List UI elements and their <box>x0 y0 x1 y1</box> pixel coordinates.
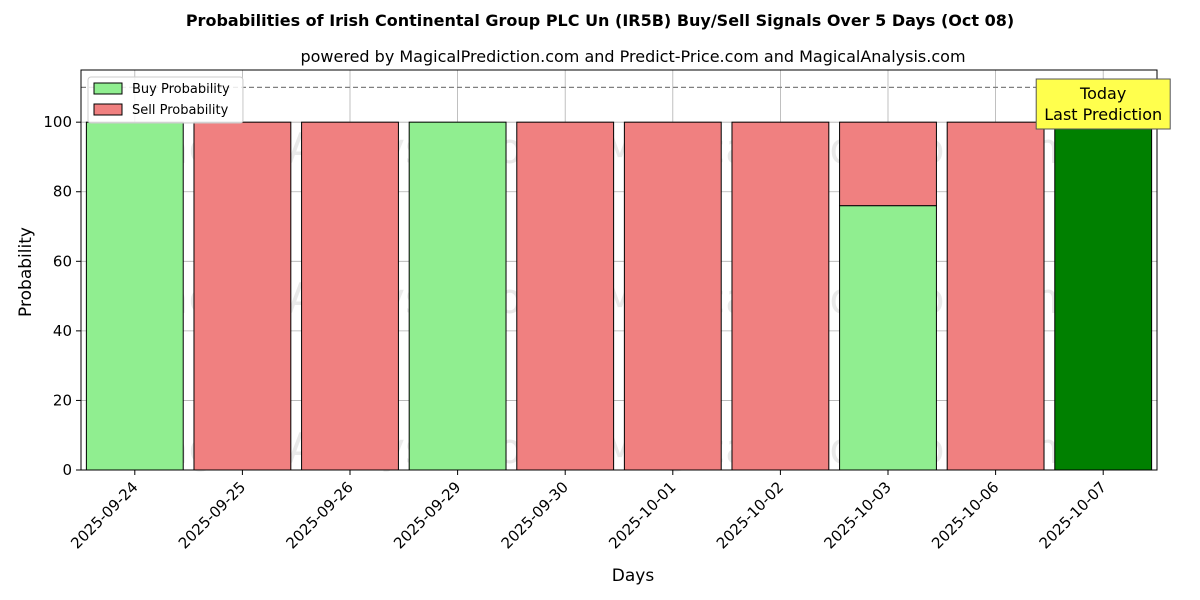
y-tick-label: 40 <box>53 322 72 340</box>
plot-frame <box>80 69 1158 471</box>
annotation-line: Today <box>1079 84 1126 103</box>
bars <box>85 121 1153 471</box>
buy-bar <box>839 205 937 471</box>
sell-bar <box>301 121 399 471</box>
legend-label: Sell Probability <box>132 103 229 118</box>
x-axis-label: Days <box>612 566 655 586</box>
y-tick-label: 80 <box>53 183 72 201</box>
x-tick-label: 2025-09-30 <box>498 478 572 552</box>
legend-swatch <box>93 103 123 116</box>
chart-subtitle: powered by MagicalPrediction.com and Pre… <box>300 47 965 66</box>
sell-bar <box>731 121 830 471</box>
annotation-box <box>1035 78 1171 130</box>
today-annotation: Today Last Prediction <box>1035 78 1171 130</box>
legend-box <box>87 76 244 124</box>
sell-bar <box>946 121 1045 471</box>
x-tick-label: 2025-10-01 <box>605 478 679 552</box>
y-tick-label: 60 <box>53 252 72 270</box>
x-tick-label: 2025-10-02 <box>713 478 787 552</box>
annotation-line: Last Prediction <box>1044 105 1162 124</box>
x-tick-label: 2025-09-26 <box>282 478 356 552</box>
sell-bar <box>516 121 615 471</box>
x-tick-label: 2025-10-07 <box>1036 478 1110 552</box>
y-tick-label: 20 <box>53 391 72 409</box>
sell-bar <box>193 121 292 471</box>
x-ticks: 2025-09-24 2025-09-25 2025-09-26 2025-09-29… <box>67 470 1110 552</box>
sell-bar <box>839 121 937 207</box>
sell-bar <box>623 121 722 471</box>
chart-title: Probabilities of Irish Continental Group… <box>186 11 1014 30</box>
x-tick-label: 2025-10-03 <box>820 478 894 552</box>
y-ticks: 0 20 40 60 80 100 <box>43 113 81 479</box>
y-axis-label: Probability <box>16 227 36 317</box>
legend-label: Buy Probability <box>132 82 230 97</box>
y-tick-label: 100 <box>43 113 72 131</box>
x-tick-label: 2025-09-29 <box>390 478 464 552</box>
buy-bar <box>1054 121 1153 471</box>
x-tick-label: 2025-09-24 <box>67 478 141 552</box>
y-tick-label: 0 <box>62 461 72 479</box>
legend-swatch <box>93 82 123 95</box>
x-tick-label: 2025-10-06 <box>928 478 1002 552</box>
buy-bar <box>408 121 507 471</box>
legend: Buy Probability Sell Probability <box>87 76 244 124</box>
buy-bar <box>85 121 184 471</box>
x-tick-label: 2025-09-25 <box>175 478 249 552</box>
